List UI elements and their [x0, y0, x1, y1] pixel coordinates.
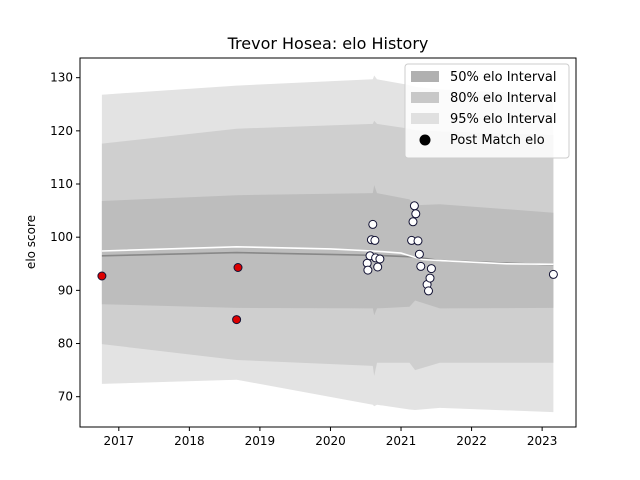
y-tick-label: 100 — [50, 230, 73, 244]
legend-label: Post Match elo — [450, 133, 545, 148]
post-match-elo-point — [416, 261, 426, 271]
post-match-elo-point — [375, 254, 385, 264]
post-match-elo-point — [411, 209, 421, 219]
chart-title: Trevor Hosea: elo History — [227, 34, 429, 53]
post-match-elo-point — [426, 264, 436, 274]
legend-marker — [419, 134, 431, 146]
x-tick-label: 2020 — [315, 434, 346, 448]
post-match-elo-point — [408, 217, 418, 227]
post-match-elo-point — [233, 263, 243, 272]
legend-label: 95% elo Interval — [450, 112, 557, 127]
plot-area — [97, 75, 558, 413]
y-axis-label: elo score — [24, 215, 38, 269]
post-match-elo-point — [232, 315, 242, 325]
x-tick-label: 2018 — [174, 434, 205, 448]
post-match-elo-point — [548, 269, 558, 279]
y-tick-label: 70 — [58, 390, 73, 404]
post-match-elo-point — [425, 273, 435, 283]
post-match-elo-point — [97, 271, 107, 281]
x-tick-label: 2023 — [527, 434, 558, 448]
legend-swatch — [411, 92, 439, 103]
smoothed-elo-line — [101, 245, 554, 266]
legend-label: 50% elo Interval — [450, 70, 557, 85]
legend-box — [404, 63, 570, 159]
post-match-elo-point — [363, 265, 373, 275]
band-50-interval — [101, 185, 554, 316]
y-tick-label: 120 — [50, 124, 73, 138]
post-match-elo-point — [373, 262, 383, 272]
x-tick-label: 2021 — [386, 434, 417, 448]
y-tick-label: 110 — [50, 177, 73, 191]
x-tick-label: 2019 — [245, 434, 276, 448]
x-tick-label: 2017 — [104, 434, 135, 448]
post-match-elo-point — [413, 236, 423, 246]
y-tick-label: 80 — [58, 337, 73, 351]
post-match-elo-point — [414, 249, 424, 259]
x-tick-label: 2022 — [456, 434, 487, 448]
post-match-elo-point — [370, 235, 380, 245]
legend-swatch — [411, 71, 439, 82]
y-axis: 70 80 90 100 110 120 130 — [50, 71, 80, 404]
y-tick-label: 130 — [50, 71, 73, 85]
legend-swatch — [411, 113, 439, 124]
y-tick-label: 90 — [58, 283, 73, 297]
post-match-elo-point — [409, 201, 419, 211]
x-axis: 2017 2018 2019 2020 2021 2022 2023 — [104, 427, 558, 448]
axes-frame — [79, 57, 577, 428]
legend-label: 80% elo Interval — [450, 91, 557, 106]
legend: 50% elo Interval 80% elo Interval 95% elo … — [404, 63, 570, 159]
post-match-elo-point — [368, 219, 378, 229]
post-match-elo-point — [424, 286, 433, 296]
